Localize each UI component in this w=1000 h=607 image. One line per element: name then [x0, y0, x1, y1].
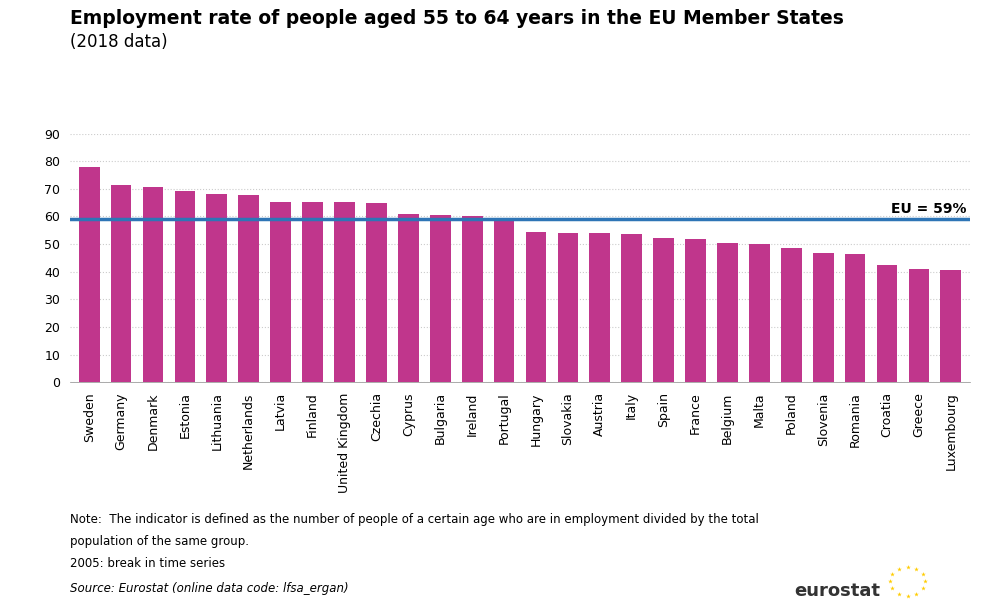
Bar: [621, 234, 642, 382]
Bar: [462, 215, 482, 382]
Bar: [143, 186, 163, 382]
Bar: [302, 202, 323, 382]
Text: (2018 data): (2018 data): [70, 33, 168, 52]
Bar: [238, 195, 259, 382]
Bar: [781, 248, 802, 382]
Bar: [589, 233, 610, 382]
Bar: [813, 253, 834, 382]
Bar: [398, 214, 419, 382]
Bar: [111, 185, 131, 382]
Bar: [845, 254, 865, 382]
Bar: [749, 243, 770, 382]
Bar: [430, 215, 451, 382]
Bar: [206, 194, 227, 382]
Text: eurostat: eurostat: [794, 582, 880, 600]
Bar: [366, 203, 387, 382]
Text: Source: Eurostat (online data code: lfsa_ergan): Source: Eurostat (online data code: lfsa…: [70, 582, 349, 594]
Bar: [558, 233, 578, 382]
Bar: [494, 220, 514, 382]
Text: population of the same group.: population of the same group.: [70, 535, 249, 548]
Text: 2005: break in time series: 2005: break in time series: [70, 557, 225, 570]
Bar: [717, 243, 738, 382]
Bar: [526, 232, 546, 382]
Bar: [653, 238, 674, 382]
Bar: [909, 269, 929, 382]
Text: Note:  The indicator is defined as the number of people of a certain age who are: Note: The indicator is defined as the nu…: [70, 513, 759, 526]
Bar: [877, 265, 897, 382]
Text: Employment rate of people aged 55 to 64 years in the EU Member States: Employment rate of people aged 55 to 64 …: [70, 9, 844, 28]
Bar: [334, 202, 355, 382]
Bar: [175, 191, 195, 382]
Bar: [270, 202, 291, 382]
Text: EU = 59%: EU = 59%: [891, 202, 967, 216]
Bar: [79, 168, 100, 382]
Bar: [940, 270, 961, 382]
Bar: [685, 239, 706, 382]
